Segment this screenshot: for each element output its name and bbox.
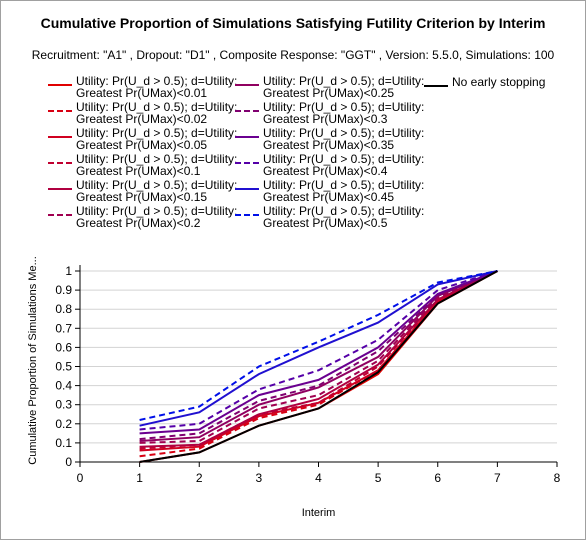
legend-swatch bbox=[235, 188, 259, 190]
x-tick-label: 8 bbox=[554, 471, 561, 485]
legend-label: Utility: Pr(U_d > 0.5); d=Utility: Great… bbox=[76, 204, 238, 230]
x-tick-label: 1 bbox=[136, 471, 143, 485]
legend-label: Utility: Pr(U_d > 0.5); d=Utility: Great… bbox=[76, 178, 238, 204]
series-line-7 bbox=[139, 270, 498, 442]
y-tick-label: 1 bbox=[65, 264, 72, 278]
legend-swatch bbox=[235, 162, 259, 164]
y-tick-label: 0.4 bbox=[55, 379, 72, 393]
x-tick-label: 7 bbox=[494, 471, 501, 485]
legend-label: Utility: Pr(U_d > 0.5); d=Utility: Great… bbox=[76, 100, 238, 126]
y-tick-label: 0.9 bbox=[55, 283, 72, 297]
x-tick-label: 0 bbox=[77, 471, 84, 485]
legend-swatch bbox=[48, 188, 72, 190]
legend-swatch bbox=[235, 214, 259, 216]
legend-item: Utility: Pr(U_d > 0.5); d=Utility: Great… bbox=[48, 127, 238, 153]
series-line-2 bbox=[139, 270, 498, 458]
legend-swatch bbox=[48, 214, 72, 216]
y-tick-label: 0.3 bbox=[55, 398, 72, 412]
legend-label: Utility: Pr(U_d > 0.5); d=Utility: Great… bbox=[263, 74, 425, 100]
series-line-13 bbox=[139, 270, 498, 463]
y-tick-label: 0.7 bbox=[55, 321, 72, 335]
legend-swatch bbox=[48, 84, 72, 86]
y-tick-label: 0.8 bbox=[55, 302, 72, 316]
legend-label: Utility: Pr(U_d > 0.5); d=Utility: Great… bbox=[263, 204, 425, 230]
legend-label: Utility: Pr(U_d > 0.5); d=Utility: Great… bbox=[76, 126, 238, 152]
legend-item: Utility: Pr(U_d > 0.5); d=Utility: Great… bbox=[235, 205, 425, 231]
y-tick-label: 0.2 bbox=[55, 417, 72, 431]
series-line-5 bbox=[139, 270, 498, 448]
legend-label: Utility: Pr(U_d > 0.5); d=Utility: Great… bbox=[76, 152, 238, 178]
series-line-3 bbox=[139, 270, 498, 452]
legend-label: Utility: Pr(U_d > 0.5); d=Utility: Great… bbox=[76, 74, 238, 100]
legend-item: Utility: Pr(U_d > 0.5); d=Utility: Great… bbox=[48, 205, 238, 231]
legend-item: Utility: Pr(U_d > 0.5); d=Utility: Great… bbox=[235, 101, 425, 127]
legend-item: Utility: Pr(U_d > 0.5); d=Utility: Great… bbox=[235, 75, 425, 101]
x-tick-label: 6 bbox=[434, 471, 441, 485]
series-line-11 bbox=[139, 270, 498, 427]
legend-item: Utility: Pr(U_d > 0.5); d=Utility: Great… bbox=[48, 179, 238, 205]
x-tick-label: 3 bbox=[256, 471, 263, 485]
legend-item: No early stopping bbox=[424, 76, 586, 102]
legend-item: Utility: Pr(U_d > 0.5); d=Utility: Great… bbox=[48, 101, 238, 127]
legend-label: No early stopping bbox=[452, 75, 546, 89]
legend-item: Utility: Pr(U_d > 0.5); d=Utility: Great… bbox=[235, 127, 425, 153]
legend-label: Utility: Pr(U_d > 0.5); d=Utility: Great… bbox=[263, 178, 425, 204]
legend-label: Utility: Pr(U_d > 0.5); d=Utility: Great… bbox=[263, 152, 425, 178]
chart-subtitle: Recruitment: "A1" , Dropout: "D1" , Comp… bbox=[31, 48, 555, 62]
legend-swatch bbox=[48, 136, 72, 138]
legend-swatch bbox=[48, 110, 72, 112]
legend-swatch bbox=[235, 84, 259, 86]
x-tick-label: 4 bbox=[315, 471, 322, 485]
legend-item: Utility: Pr(U_d > 0.5); d=Utility: Great… bbox=[235, 179, 425, 205]
x-axis-label: Interim bbox=[302, 507, 336, 519]
series-line-10 bbox=[139, 270, 498, 431]
legend-swatch bbox=[235, 136, 259, 138]
legend-swatch bbox=[424, 85, 448, 87]
legend-item: Utility: Pr(U_d > 0.5); d=Utility: Great… bbox=[235, 153, 425, 179]
legend-label: Utility: Pr(U_d > 0.5); d=Utility: Great… bbox=[263, 100, 425, 126]
x-tick-label: 5 bbox=[375, 471, 382, 485]
legend-item: Utility: Pr(U_d > 0.5); d=Utility: Great… bbox=[48, 153, 238, 179]
legend-item: Utility: Pr(U_d > 0.5); d=Utility: Great… bbox=[48, 75, 238, 101]
chart-title: Cumulative Proportion of Simulations Sat… bbox=[40, 15, 546, 31]
y-tick-label: 0.6 bbox=[55, 340, 72, 354]
y-tick-label: 0.5 bbox=[55, 360, 72, 374]
legend-swatch bbox=[235, 110, 259, 112]
x-tick-label: 2 bbox=[196, 471, 203, 485]
legend-swatch bbox=[48, 162, 72, 164]
y-axis-label: Cumulative Proportion of Simulations Me.… bbox=[27, 256, 39, 464]
series-line-9 bbox=[139, 270, 498, 435]
series-line-12 bbox=[139, 270, 498, 421]
y-tick-label: 0.1 bbox=[55, 436, 72, 450]
legend-label: Utility: Pr(U_d > 0.5); d=Utility: Great… bbox=[263, 126, 425, 152]
y-tick-label: 0 bbox=[65, 455, 72, 469]
series-line-6 bbox=[139, 270, 498, 444]
